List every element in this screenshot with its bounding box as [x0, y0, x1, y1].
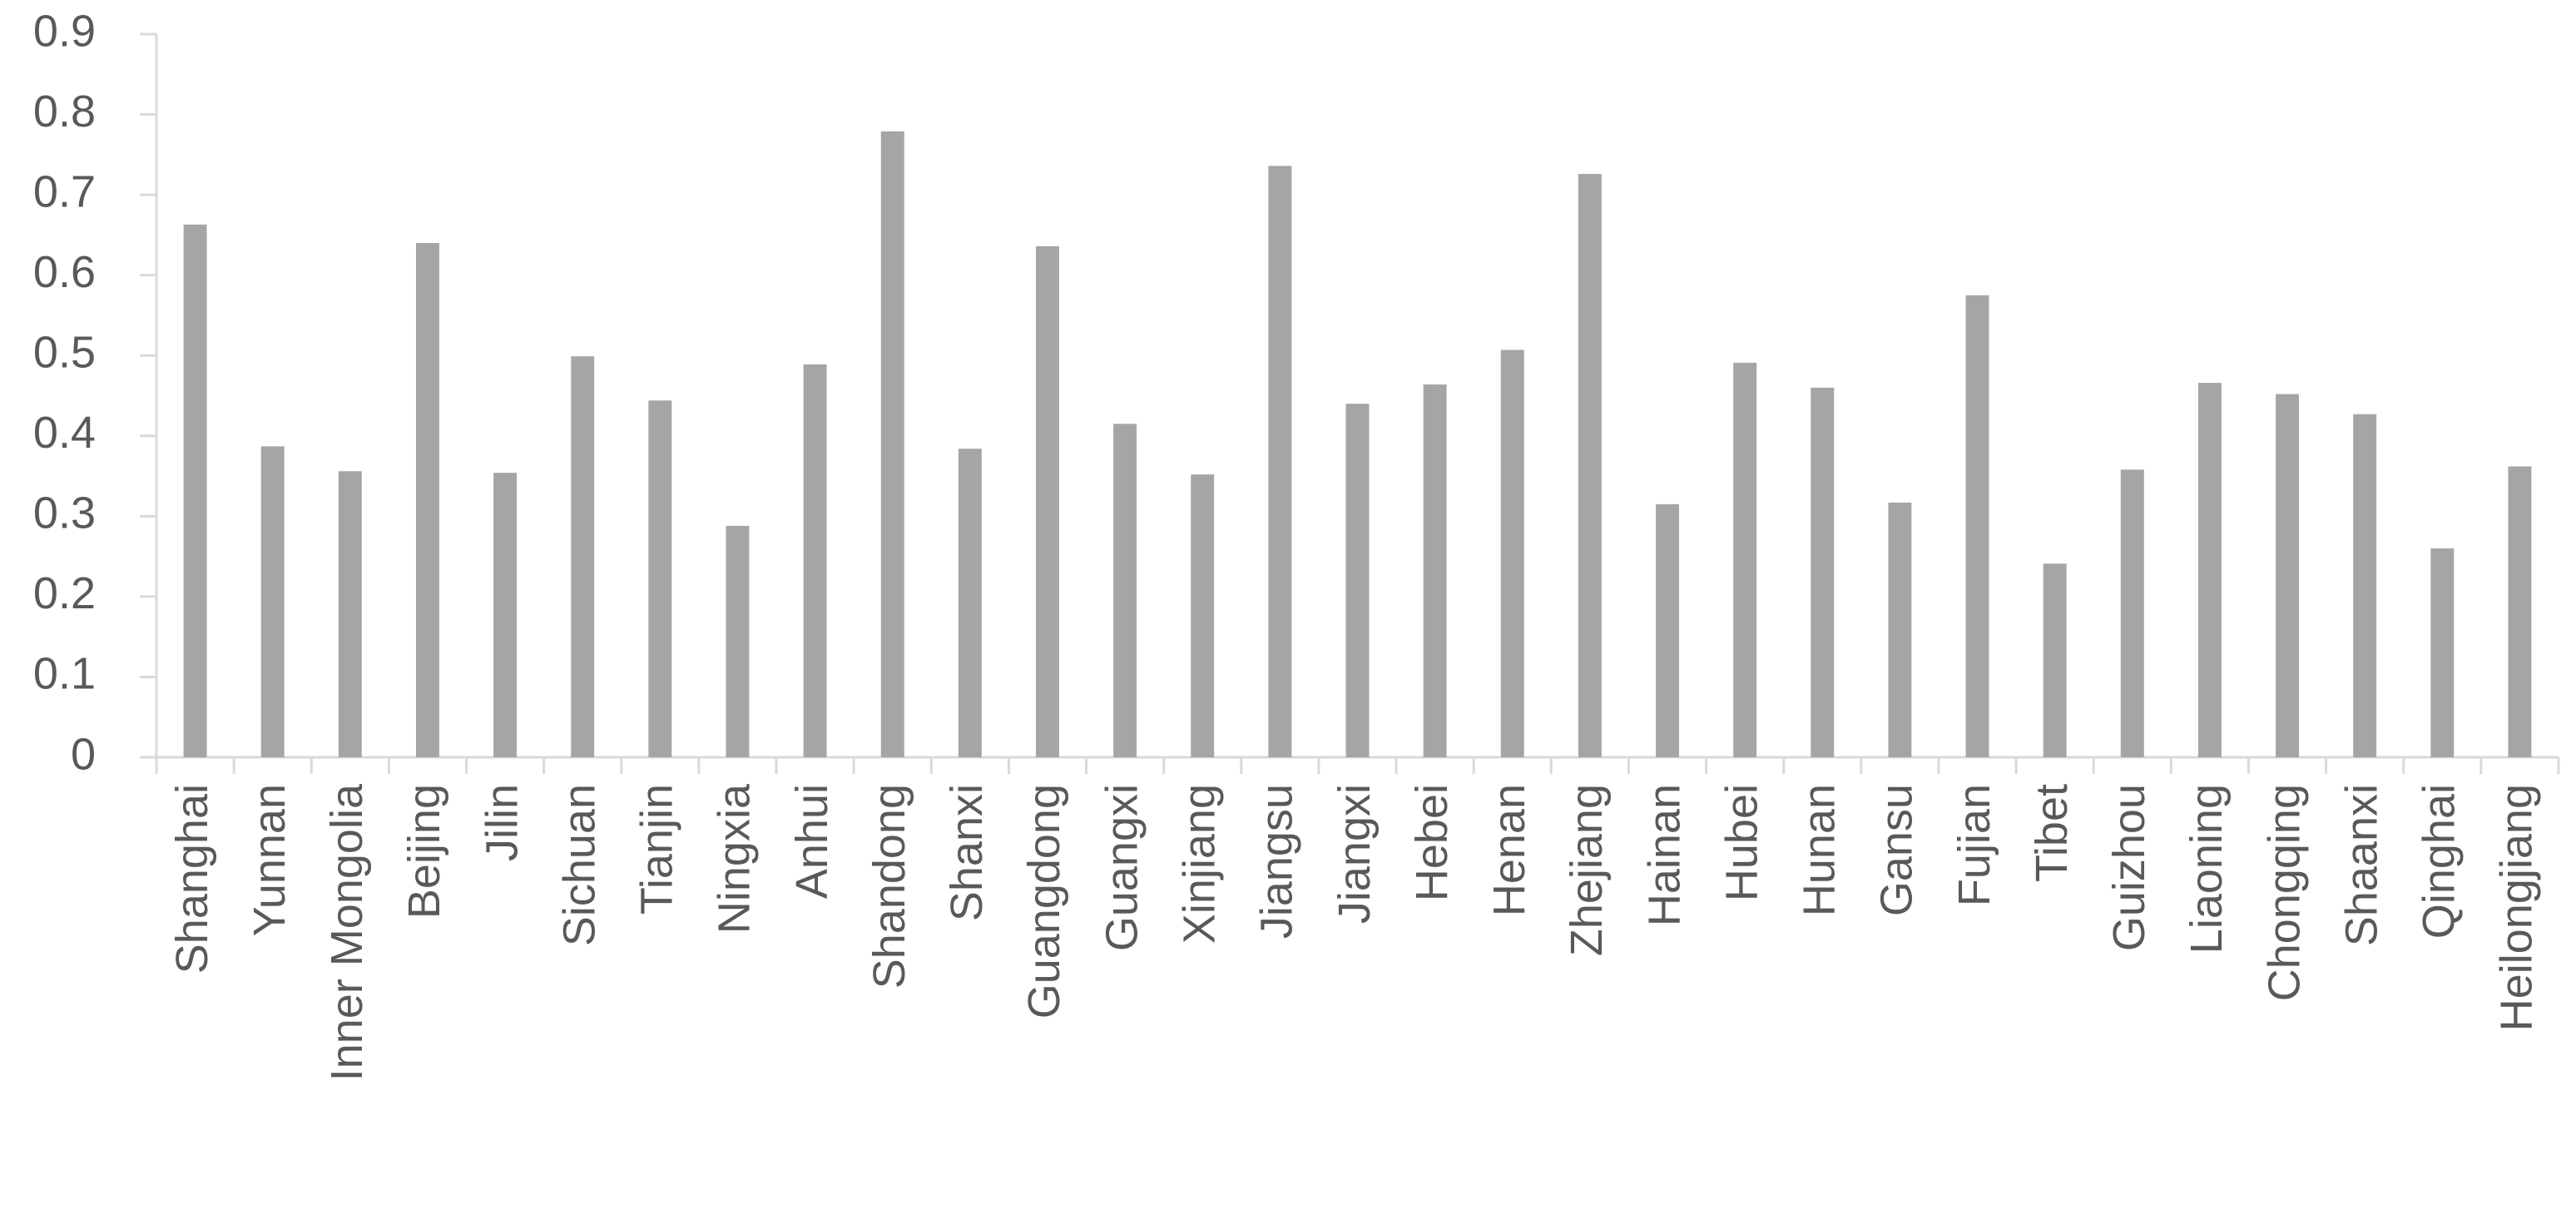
y-tick-label: 0.1: [33, 649, 96, 699]
bar: [726, 525, 750, 757]
x-tick-label: Inner Mongolia: [322, 783, 372, 1081]
bar: [1191, 474, 1215, 757]
bar: [1965, 295, 1989, 757]
bar: [1733, 362, 1757, 757]
bar: [2276, 394, 2300, 757]
x-tick-label: Hebei: [1407, 784, 1457, 901]
x-tick-label: Shaanxi: [2336, 784, 2386, 946]
x-tick-label: Hainan: [1639, 784, 1689, 926]
x-tick-label: Henan: [1484, 784, 1534, 916]
x-tick-label: Shanxi: [942, 784, 992, 921]
x-tick-label: Xinjiang: [1175, 784, 1225, 944]
bar: [880, 131, 904, 758]
bar: [1268, 166, 1292, 758]
bar: [2120, 469, 2144, 757]
bar: [571, 356, 595, 757]
x-tick-label: Anhui: [787, 784, 837, 899]
x-tick-label: Chongqing: [2259, 784, 2309, 1001]
bar: [648, 400, 672, 757]
x-tick-label: Guangxi: [1097, 784, 1147, 951]
x-tick-label: Qinghai: [2415, 784, 2465, 939]
y-tick-label: 0.6: [33, 247, 96, 297]
y-tick-label: 0.2: [33, 568, 96, 618]
y-tick-label: 0.8: [33, 87, 96, 136]
bar: [1811, 387, 1835, 757]
x-tick-label: Sichuan: [554, 784, 604, 946]
x-tick-label: Tianjin: [632, 784, 682, 915]
bar: [1500, 350, 1524, 757]
bar: [1036, 245, 1059, 757]
y-tick-label: 0.7: [33, 166, 96, 216]
x-tick-label: Gansu: [1872, 784, 1922, 916]
x-tick-label: Beijing: [399, 784, 449, 919]
bar: [2043, 563, 2067, 757]
bar: [260, 446, 285, 757]
x-tick-label: Shandong: [864, 784, 914, 989]
bar: [1345, 404, 1370, 757]
bar: [415, 243, 439, 757]
y-tick-label: 0.4: [33, 408, 96, 458]
y-tick-label: 0.5: [33, 327, 96, 377]
x-tick-label: Yunnan: [245, 784, 295, 936]
x-tick-label: Jilin: [477, 784, 527, 861]
x-tick-label: Heilongjiang: [2492, 784, 2542, 1031]
x-tick-label: Hubei: [1717, 784, 1766, 901]
bar: [2508, 466, 2532, 757]
bar: [1888, 502, 1912, 757]
y-tick-label: 0.3: [33, 488, 96, 538]
bar: [1578, 174, 1602, 758]
x-tick-label: Zhejiang: [1562, 784, 1612, 956]
x-tick-label: Jiangxi: [1330, 784, 1380, 924]
x-tick-label: Guizhou: [2104, 784, 2154, 951]
y-tick-label: 0: [71, 729, 96, 779]
x-tick-label: Fujian: [1949, 784, 1999, 906]
bar: [183, 224, 207, 757]
x-tick-label: Jiangsu: [1252, 784, 1302, 939]
x-tick-label: Tibet: [2027, 784, 2077, 882]
bar: [1656, 503, 1679, 757]
x-tick-label: Shanghai: [167, 784, 217, 974]
bar: [338, 471, 362, 757]
x-tick-label: Guangdong: [1019, 784, 1069, 1019]
bar: [493, 473, 518, 757]
bar: [2430, 548, 2455, 757]
bar: [1423, 384, 1447, 757]
bar: [958, 449, 982, 757]
x-tick-label: Hunan: [1795, 784, 1845, 916]
y-tick-label: 0.9: [33, 6, 96, 56]
bar: [803, 364, 827, 757]
x-tick-label: Liaoning: [2182, 784, 2232, 954]
bar: [1113, 424, 1137, 757]
x-tick-label: Ningxia: [710, 783, 760, 934]
bar: [2197, 383, 2222, 757]
bar: [2353, 414, 2377, 757]
